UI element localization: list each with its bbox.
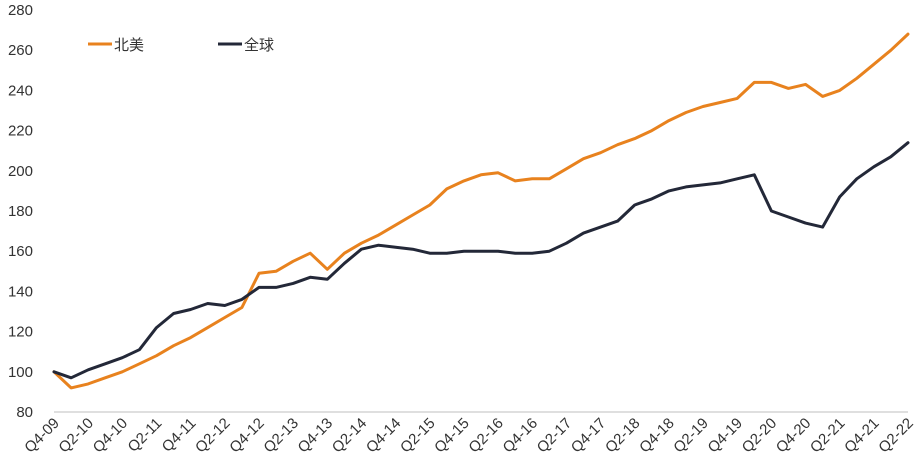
- x-tick-label-Q2-15: Q2-15: [397, 415, 439, 457]
- x-tick-label-Q2-17: Q2-17: [534, 415, 576, 457]
- legend-label-1: 北美: [114, 36, 144, 54]
- x-tick-label-Q2-18: Q2-18: [602, 415, 644, 457]
- x-tick-label-Q4-16: Q4-16: [500, 415, 542, 457]
- x-tick-label-Q4-18: Q4-18: [636, 415, 678, 457]
- y-tick-label-160: 160: [8, 243, 33, 260]
- y-axis: 80 100 120 140 160 180 200 220 240 260 280: [8, 2, 33, 421]
- y-tick-label-180: 180: [8, 203, 33, 220]
- x-tick-label-Q4-14: Q4-14: [363, 415, 405, 457]
- y-tick-label-280: 280: [8, 2, 33, 19]
- x-tick-label-Q4-10: Q4-10: [90, 415, 132, 457]
- y-tick-label-100: 100: [8, 364, 33, 381]
- x-tick-label-Q2-11: Q2-11: [125, 415, 166, 456]
- x-tick-label-Q4-12: Q4-12: [226, 415, 268, 457]
- x-tick-label-Q4-09: Q4-09: [21, 415, 63, 457]
- x-tick-label-Q2-21: Q2-21: [807, 415, 849, 457]
- series-group: [52, 32, 910, 390]
- y-tick-label-140: 140: [8, 283, 33, 300]
- y-tick-label-240: 240: [8, 82, 33, 99]
- y-tick-label-80: 80: [16, 404, 33, 421]
- x-tick-label-Q2-12: Q2-12: [192, 415, 234, 457]
- x-tick-label-Q2-16: Q2-16: [465, 415, 507, 457]
- legend: 北美 全球: [88, 36, 274, 54]
- y-tick-label-260: 260: [8, 42, 33, 59]
- x-axis: Q4-09Q2-10Q4-10Q2-11Q4-11Q2-12Q4-12Q2-13…: [21, 415, 917, 457]
- x-tick-label-Q2-19: Q2-19: [670, 415, 712, 457]
- series-line-2: [52, 141, 910, 380]
- x-tick-label-Q4-19: Q4-19: [705, 415, 747, 457]
- x-tick-label-Q4-20: Q4-20: [773, 415, 815, 457]
- x-tick-label-Q4-21: Q4-21: [841, 415, 883, 457]
- x-tick-label-Q2-14: Q2-14: [329, 415, 371, 457]
- x-tick-label-Q4-17: Q4-17: [568, 415, 610, 457]
- y-tick-label-220: 220: [8, 123, 33, 140]
- x-tick-label-Q4-13: Q4-13: [295, 415, 337, 457]
- x-tick-label-Q4-11: Q4-11: [159, 415, 200, 456]
- x-tick-label-Q4-15: Q4-15: [431, 415, 473, 457]
- x-tick-label-Q2-20: Q2-20: [739, 415, 781, 457]
- x-tick-label-Q2-10: Q2-10: [55, 415, 97, 457]
- y-tick-label-200: 200: [8, 163, 33, 180]
- legend-label-2: 全球: [244, 36, 274, 54]
- x-tick-label-Q2-13: Q2-13: [260, 415, 302, 457]
- series-line-1: [52, 32, 910, 390]
- y-tick-label-120: 120: [8, 324, 33, 341]
- x-tick-label-Q2-22: Q2-22: [875, 415, 917, 457]
